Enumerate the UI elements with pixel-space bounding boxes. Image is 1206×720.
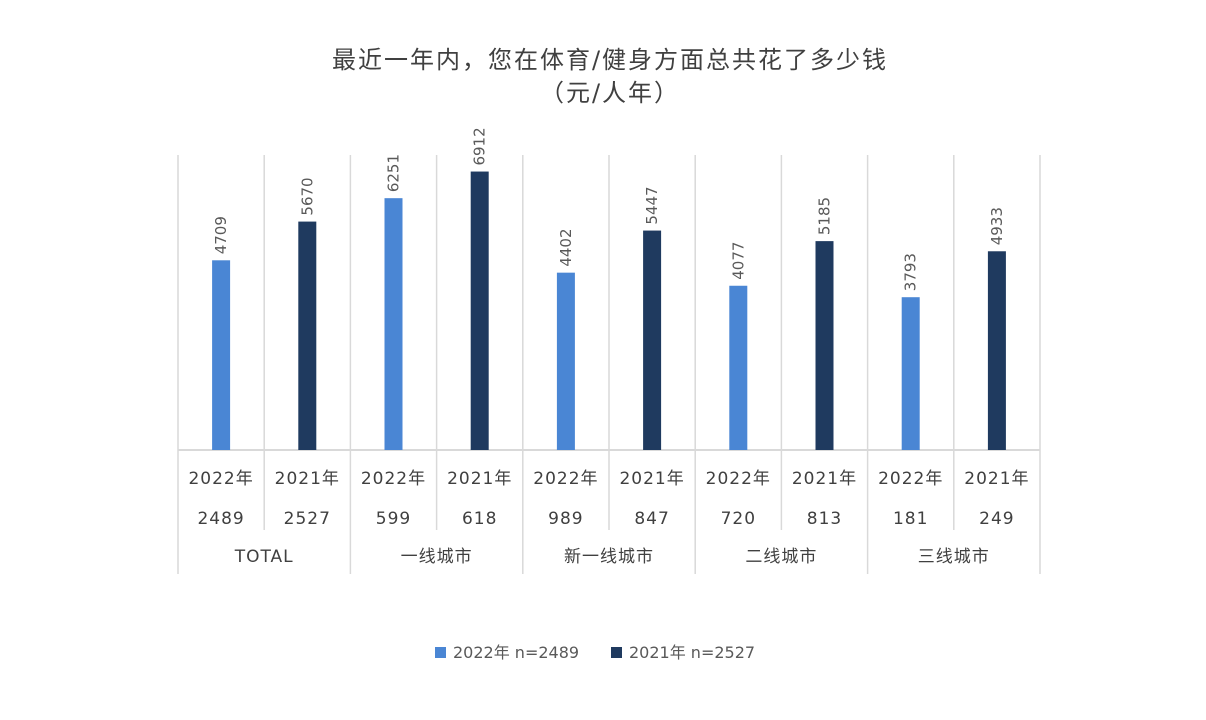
legend-label: 2022年 n=2489 <box>453 643 579 662</box>
sample-size-label: 618 <box>462 509 497 529</box>
bar-value-label: 5447 <box>643 186 661 224</box>
year-tick-label: 2022年 <box>706 469 771 489</box>
bar <box>987 251 1006 450</box>
chart-subtitle: （元/人年） <box>540 79 680 107</box>
chart-title: 最近一年内，您在体育/健身方面总共花了多少钱 <box>332 46 888 74</box>
year-tick-label: 2022年 <box>188 469 253 489</box>
year-tick-label: 2021年 <box>619 469 684 489</box>
sample-size-label: 181 <box>893 509 928 529</box>
group-label: TOTAL <box>234 547 294 567</box>
year-tick-label: 2021年 <box>447 469 512 489</box>
bar-value-label: 5670 <box>298 177 316 215</box>
group-label: 三线城市 <box>918 547 990 567</box>
group-label: 一线城市 <box>401 547 473 567</box>
bar <box>643 230 662 450</box>
bar <box>212 260 231 450</box>
year-tick-label: 2022年 <box>361 469 426 489</box>
sample-size-label: 2527 <box>284 509 331 529</box>
bar-value-label: 4077 <box>729 242 747 280</box>
sample-size-label: 599 <box>376 509 411 529</box>
year-tick-label: 2021年 <box>964 469 1029 489</box>
sample-size-label: 720 <box>721 509 756 529</box>
plot-area: 4709 2022年 2489 5670 2021年 2527 6251 2022年 599 69… <box>177 127 1041 574</box>
legend-swatch <box>435 647 446 658</box>
legend-swatch <box>611 647 622 658</box>
year-tick-label: 2022年 <box>533 469 598 489</box>
sample-size-label: 813 <box>807 509 842 529</box>
sample-size-label: 847 <box>634 509 669 529</box>
bar <box>556 272 575 450</box>
bar-value-label: 4402 <box>557 228 575 266</box>
bar-value-label: 6912 <box>471 127 489 165</box>
bar <box>901 297 920 450</box>
bar <box>470 171 489 450</box>
bar-value-label: 4709 <box>212 216 230 254</box>
group-label: 新一线城市 <box>564 547 654 567</box>
bar-value-label: 3793 <box>902 253 920 291</box>
year-tick-label: 2021年 <box>275 469 340 489</box>
bar <box>298 221 317 450</box>
bar <box>815 241 834 450</box>
group-label: 二线城市 <box>745 547 817 567</box>
year-tick-label: 2021年 <box>792 469 857 489</box>
legend: 2022年 n=2489 2021年 n=2527 <box>435 643 755 662</box>
sample-size-label: 989 <box>548 509 583 529</box>
legend-label: 2021年 n=2527 <box>629 643 755 662</box>
bar-value-label: 6251 <box>385 154 403 192</box>
bar-value-label: 5185 <box>816 197 834 235</box>
sample-size-label: 249 <box>979 509 1014 529</box>
bar <box>384 198 403 450</box>
year-tick-label: 2022年 <box>878 469 943 489</box>
bar-value-label: 4933 <box>988 207 1006 245</box>
bar <box>729 285 748 450</box>
sample-size-label: 2489 <box>197 509 244 529</box>
